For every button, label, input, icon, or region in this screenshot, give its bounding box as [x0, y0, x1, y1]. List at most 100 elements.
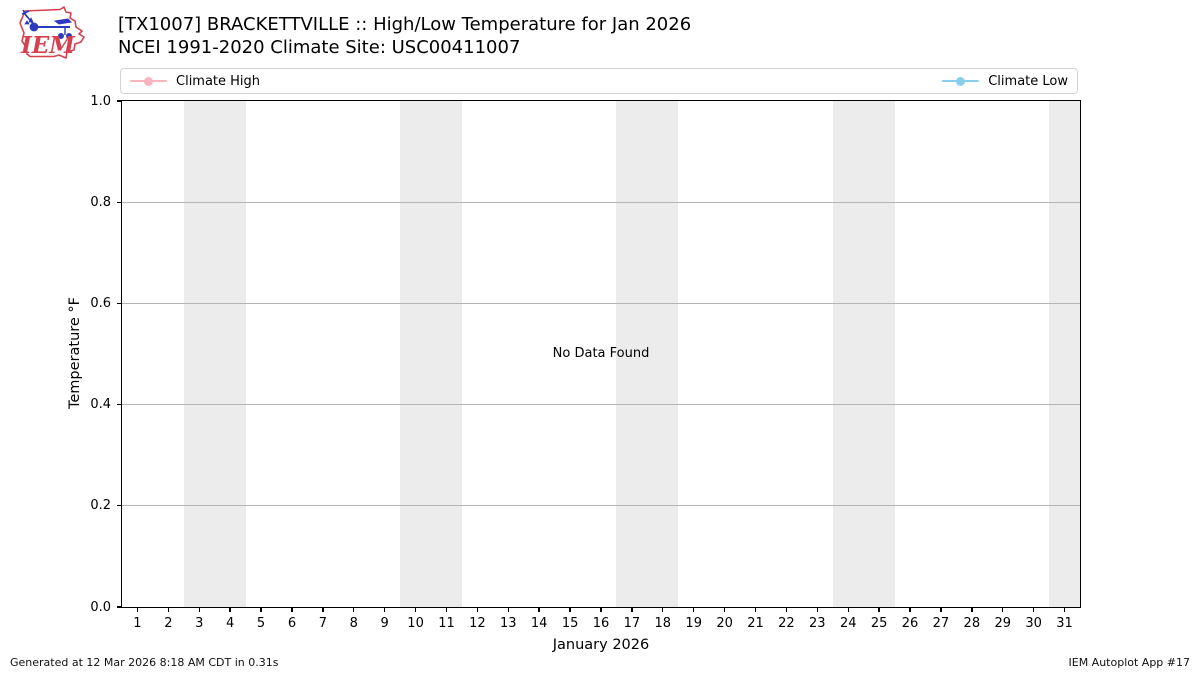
legend-label-climate-high: Climate High	[176, 73, 261, 89]
x-tick	[507, 608, 509, 612]
x-tick-label: 21	[747, 616, 764, 631]
page-subtitle: NCEI 1991-2020 Climate Site: USC00411007	[118, 37, 521, 58]
x-tick	[167, 608, 170, 612]
x-tick-label: 22	[778, 616, 795, 631]
x-tick-label: 2	[164, 616, 173, 631]
x-tick	[816, 608, 818, 612]
x-tick	[476, 608, 479, 612]
x-tick	[940, 608, 942, 612]
x-tick	[909, 608, 911, 612]
page-title: [TX1007] BRACKETTVILLE :: High/Low Tempe…	[118, 14, 692, 35]
y-tick-label: 0.4	[90, 397, 111, 413]
gridline	[122, 201, 1080, 203]
x-tick	[785, 608, 788, 612]
x-tick-label: 31	[1056, 616, 1073, 631]
y-tick	[117, 505, 121, 507]
x-tick	[662, 608, 664, 612]
iem-logo-text: IEM	[20, 32, 76, 59]
x-tick-label: 30	[1025, 616, 1042, 631]
weather-vane-icon	[21, 9, 73, 39]
x-tick-label: 28	[963, 616, 981, 631]
x-tick	[1002, 608, 1004, 612]
title-block: [TX1007] BRACKETTVILLE :: High/Low Tempe…	[118, 13, 691, 59]
x-tick-label: 4	[226, 616, 235, 631]
y-tick-label: 0.6	[90, 295, 111, 311]
x-tick-label: 10	[407, 616, 424, 631]
x-tick	[538, 608, 540, 612]
climate-high-marker-icon	[130, 76, 167, 86]
x-tick-label: 20	[716, 616, 733, 631]
x-tick	[1032, 608, 1035, 612]
y-tick-label: 0.8	[90, 194, 111, 210]
x-tick-label: 13	[500, 616, 517, 631]
x-tick	[383, 608, 386, 612]
x-tick-label: 27	[932, 616, 950, 631]
x-tick	[198, 608, 200, 612]
x-tick	[136, 608, 139, 612]
legend: Climate High Climate Low	[120, 68, 1078, 94]
x-tick	[754, 608, 757, 612]
x-tick	[229, 608, 231, 612]
x-tick-label: 15	[561, 616, 579, 631]
y-tick-label: 0.0	[90, 599, 111, 615]
gridline	[122, 404, 1080, 406]
x-tick-label: 24	[839, 616, 857, 631]
x-tick-label: 23	[809, 616, 826, 631]
weekend-band	[1049, 101, 1080, 607]
x-tick-label: 16	[592, 616, 610, 631]
iem-logo: IEM	[19, 6, 85, 59]
x-tick-label: 11	[438, 616, 455, 631]
plot-area: No Data Found	[121, 100, 1081, 608]
weekend-band	[183, 101, 246, 607]
no-data-message: No Data Found	[552, 346, 650, 362]
weekend-band	[616, 101, 679, 607]
y-tick	[117, 302, 121, 305]
y-tick	[117, 100, 121, 102]
x-tick-label: 6	[287, 616, 297, 631]
x-tick	[445, 608, 448, 612]
y-tick	[117, 606, 121, 608]
x-tick-label: 19	[685, 616, 702, 631]
y-tick	[117, 403, 121, 406]
weekend-band	[400, 101, 462, 607]
x-tick-label: 5	[256, 616, 266, 631]
x-tick-label: 7	[318, 616, 327, 631]
x-tick	[723, 608, 726, 612]
x-tick-label: 14	[530, 616, 548, 631]
x-tick	[971, 608, 973, 612]
x-tick	[291, 608, 293, 612]
x-tick-label: 29	[994, 616, 1011, 631]
x-tick-label: 17	[623, 616, 641, 631]
climate-low-marker-icon	[942, 76, 980, 86]
x-tick-label: 1	[133, 616, 142, 631]
legend-item-climate-low: Climate Low	[942, 74, 1068, 89]
x-tick	[631, 608, 633, 612]
x-tick	[322, 608, 324, 612]
x-tick	[569, 608, 571, 612]
gridline	[122, 302, 1080, 304]
x-tick	[260, 608, 262, 612]
x-tick	[847, 608, 849, 612]
x-tick	[1063, 608, 1066, 612]
x-tick-label: 9	[380, 616, 389, 631]
temperature-axis-label: Temperature °F	[67, 296, 83, 410]
legend-label-climate-low: Climate Low	[988, 73, 1068, 89]
x-tick-label: 12	[469, 616, 486, 631]
y-tick	[117, 201, 121, 203]
weekend-band	[832, 101, 895, 607]
footer-generated-text: Generated at 12 Mar 2026 8:18 AM CDT in …	[10, 656, 279, 669]
x-tick	[414, 608, 417, 612]
y-tick-label: 1.0	[90, 93, 111, 109]
y-tick-label: 0.2	[90, 498, 111, 514]
footer-app-text: IEM Autoplot App #17	[1068, 656, 1191, 669]
x-tick	[693, 608, 695, 612]
month-axis-label: January 2026	[552, 637, 650, 653]
x-tick	[353, 608, 355, 612]
x-tick-label: 26	[901, 616, 919, 631]
x-tick-label: 3	[195, 616, 204, 631]
legend-item-climate-high: Climate High	[130, 74, 260, 89]
x-tick-label: 25	[870, 616, 888, 631]
x-tick-label: 18	[654, 616, 672, 631]
x-tick-label: 8	[349, 616, 358, 631]
